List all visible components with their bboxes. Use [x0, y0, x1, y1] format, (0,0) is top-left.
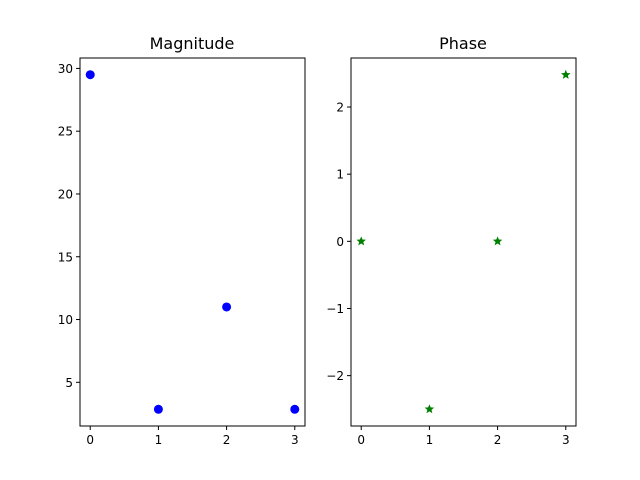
magnitude-data-point: [153, 404, 163, 414]
phase-data-point: [424, 404, 435, 414]
magnitude-axes-frame: [79, 57, 306, 427]
magnitude-title: Magnitude: [150, 34, 235, 53]
phase-data-point: [356, 236, 366, 246]
magnitude-y-axis: 5 10 15 20 25 30: [58, 62, 80, 390]
phase-axes-frame: [350, 57, 577, 427]
magnitude-points: [85, 70, 300, 414]
phase-xtick-label: 0: [357, 433, 365, 447]
magnitude-ytick-label: 5: [65, 376, 73, 390]
phase-ytick-label: 2: [336, 101, 344, 115]
phase-title: Phase: [439, 34, 487, 53]
phase-ytick-label: −2: [326, 369, 344, 383]
magnitude-xtick-label: 1: [155, 433, 163, 447]
magnitude-ytick-label: 15: [58, 250, 73, 264]
magnitude-x-axis: 0 1 2 3: [86, 426, 299, 447]
magnitude-ytick-label: 25: [58, 125, 73, 139]
magnitude-ytick-label: 20: [58, 187, 73, 201]
magnitude-data-point: [222, 302, 232, 312]
magnitude-subplot: Magnitude 0 1 2 3 5 10 15 20 25 30: [58, 34, 306, 447]
magnitude-data-point: [85, 70, 95, 80]
phase-xtick-label: 1: [426, 433, 434, 447]
magnitude-xtick-label: 3: [291, 433, 299, 447]
phase-points: [356, 69, 571, 414]
magnitude-xtick-label: 0: [86, 433, 94, 447]
phase-xtick-label: 3: [562, 433, 570, 447]
phase-data-point: [492, 236, 503, 246]
magnitude-xtick-label: 2: [223, 433, 231, 447]
phase-data-point: [561, 69, 571, 79]
magnitude-ytick-label: 30: [58, 62, 73, 76]
magnitude-data-point: [290, 404, 300, 414]
phase-ytick-label: −1: [326, 302, 344, 316]
magnitude-ytick-label: 10: [58, 313, 73, 327]
phase-x-axis: 0 1 2 3: [357, 426, 570, 447]
phase-ytick-label: 0: [336, 235, 344, 249]
phase-subplot: Phase 0 1 2 3 −2 −1 0 1 2: [326, 34, 577, 447]
phase-y-axis: −2 −1 0 1 2: [326, 101, 351, 383]
phase-xtick-label: 2: [494, 433, 502, 447]
phase-ytick-label: 1: [336, 168, 344, 182]
